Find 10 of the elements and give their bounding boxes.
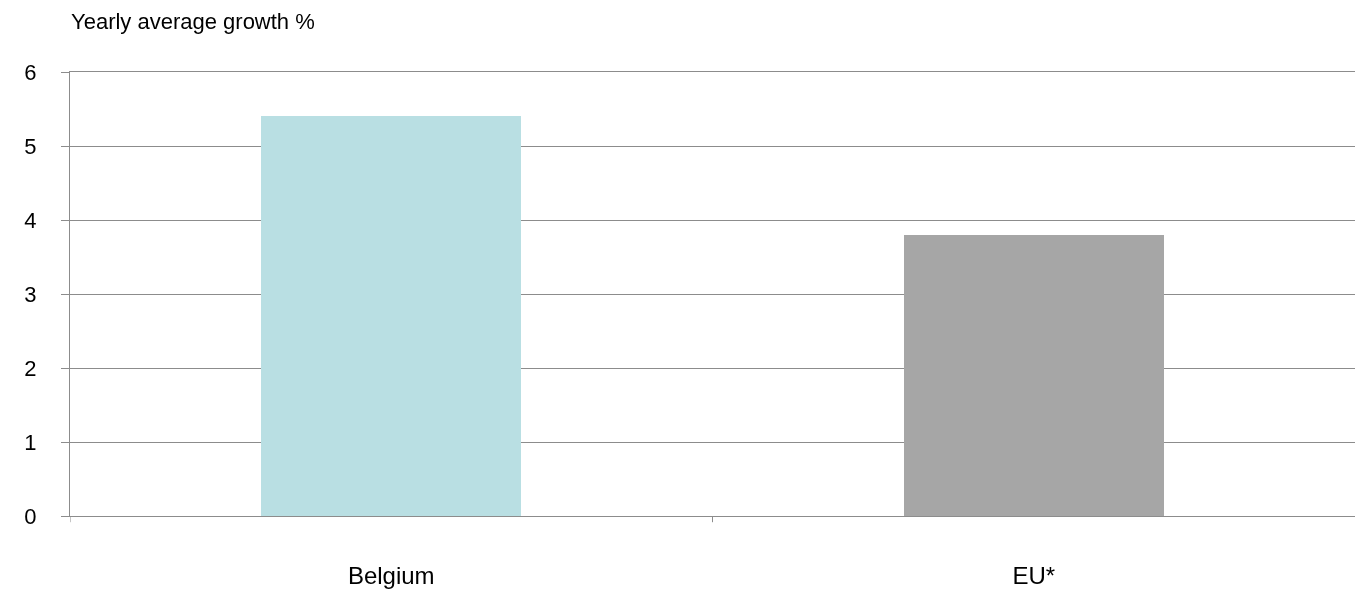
y-tick-label: 5 (24, 133, 37, 159)
y-tick-label: 2 (24, 355, 37, 381)
y-tick-label: 4 (24, 207, 37, 233)
x-tick-label: EU* (1012, 561, 1056, 589)
y-tick-label: 1 (24, 429, 37, 455)
y-axis-title: Yearly average growth % (71, 9, 315, 34)
y-tick-label: 3 (24, 281, 37, 307)
y-tick-label: 6 (24, 59, 37, 85)
y-tick-label: 0 (24, 503, 37, 529)
x-tick-label: Belgium (347, 561, 435, 589)
